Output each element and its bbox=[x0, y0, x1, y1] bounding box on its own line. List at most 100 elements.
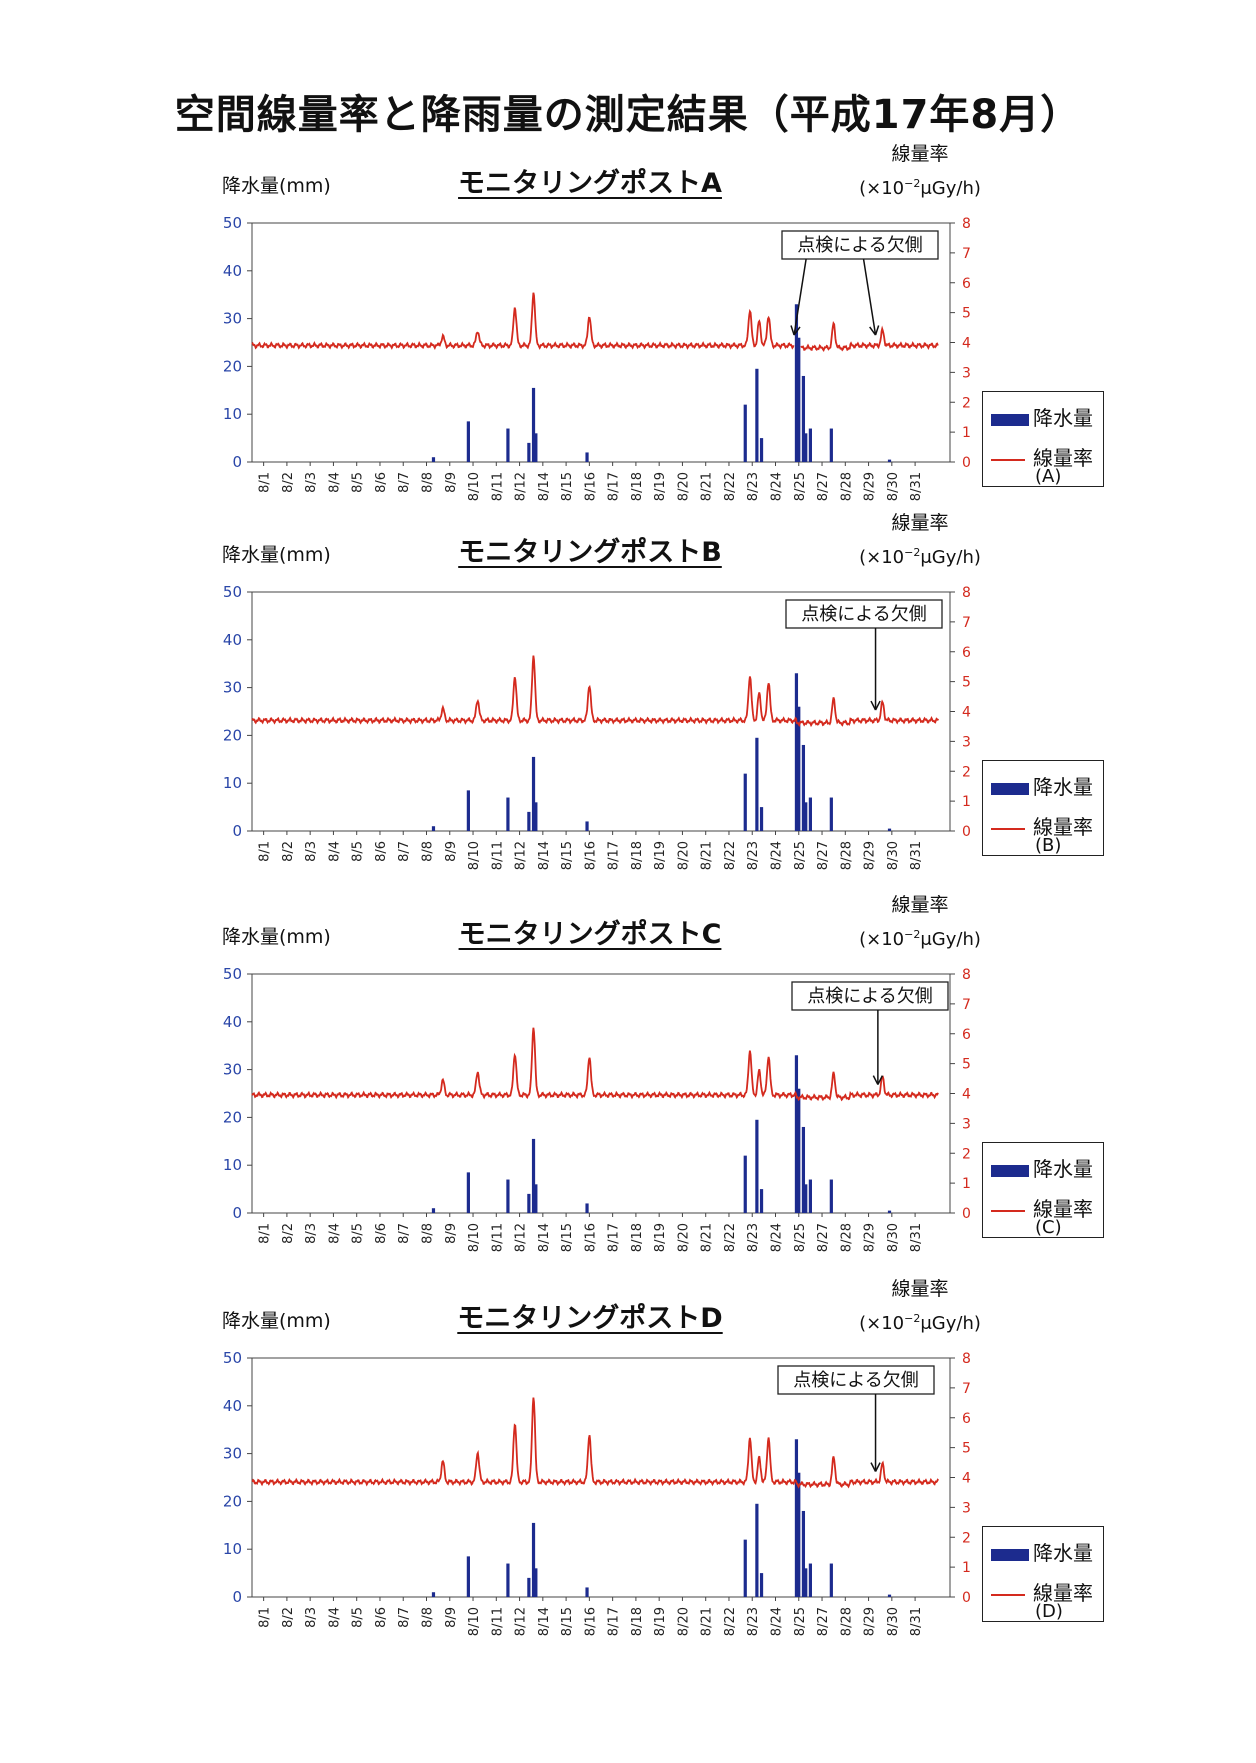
rain-bar bbox=[531, 756, 536, 831]
left-tick-label: 50 bbox=[223, 214, 242, 232]
right-tick-label: 0 bbox=[962, 1590, 971, 1606]
x-tick-label: 8/23 bbox=[746, 472, 761, 501]
right-tick-label: 3 bbox=[962, 1116, 971, 1132]
x-tick-label: 8/3 bbox=[304, 841, 319, 862]
left-tick-label: 30 bbox=[223, 1061, 242, 1079]
legend-rain-label: 降水量 bbox=[1033, 1541, 1093, 1565]
right-tick-label: 0 bbox=[962, 455, 971, 471]
annotation-arrowhead bbox=[790, 325, 801, 336]
legend: 降水量 線量率 (C) bbox=[982, 1142, 1104, 1238]
right-tick-label: 3 bbox=[962, 734, 971, 750]
dose-rate-line bbox=[251, 1397, 940, 1489]
right-tick-label: 6 bbox=[962, 645, 971, 661]
right-tick-label: 4 bbox=[962, 705, 971, 721]
x-tick-label: 8/11 bbox=[490, 472, 505, 501]
left-tick-label: 0 bbox=[232, 1588, 242, 1606]
x-tick-label: 8/23 bbox=[746, 1607, 761, 1636]
left-tick-label: 30 bbox=[223, 310, 242, 328]
legend-rain-label: 降水量 bbox=[1033, 1157, 1093, 1181]
x-tick-label: 8/19 bbox=[653, 472, 668, 501]
x-tick-label: 8/28 bbox=[839, 472, 854, 501]
x-tick-label: 8/11 bbox=[490, 841, 505, 870]
right-tick-label: 5 bbox=[962, 675, 971, 691]
right-axis-label-line1: 線量率 bbox=[891, 894, 949, 916]
chart-panel: モニタリングポストA 降水量(mm) 線量率 (×10−2μGy/h) 0 10 20 30 4… bbox=[0, 143, 1256, 535]
x-tick-label: 8/27 bbox=[816, 472, 831, 501]
x-tick-label: 8/15 bbox=[560, 841, 575, 870]
x-tick-label: 8/9 bbox=[444, 841, 459, 862]
rain-bar bbox=[743, 1539, 747, 1597]
x-tick-label: 8/4 bbox=[327, 841, 342, 862]
legend-dose: 線量率 bbox=[991, 1193, 1093, 1222]
rain-bar bbox=[794, 673, 799, 831]
left-tick-label: 10 bbox=[223, 405, 242, 423]
left-tick-label: 40 bbox=[223, 1013, 242, 1031]
right-axis-label-line1: 線量率 bbox=[891, 143, 949, 165]
x-tick-label: 8/1 bbox=[258, 472, 273, 493]
rain-bar bbox=[794, 304, 799, 462]
x-tick-label: 8/17 bbox=[607, 841, 622, 870]
right-axis-label-unit: (×10−2μGy/h) bbox=[859, 1312, 981, 1334]
rain-bar bbox=[585, 452, 589, 462]
x-tick-label: 8/7 bbox=[397, 1607, 412, 1628]
legend-dose: 線量率 bbox=[991, 442, 1093, 471]
x-tick-label: 8/29 bbox=[863, 472, 878, 501]
right-tick-label: 4 bbox=[962, 1087, 971, 1103]
rain-bar bbox=[759, 438, 764, 462]
x-tick-label: 8/6 bbox=[374, 1223, 389, 1244]
annotation-text: 点検による欠側 bbox=[807, 986, 932, 1007]
rain-bar bbox=[887, 1210, 892, 1213]
right-tick-label: 2 bbox=[962, 395, 971, 411]
x-tick-label: 8/5 bbox=[351, 1223, 366, 1244]
x-tick-label: 8/23 bbox=[746, 841, 761, 870]
rain-bar bbox=[431, 826, 436, 831]
rain-bar bbox=[431, 457, 436, 462]
dose-rate-line bbox=[251, 292, 795, 351]
legend-dose-label: 線量率 bbox=[1033, 1581, 1093, 1605]
x-tick-label: 8/19 bbox=[653, 1223, 668, 1252]
left-tick-label: 20 bbox=[223, 1108, 242, 1126]
rain-bar bbox=[466, 790, 470, 831]
rain-bar bbox=[466, 1172, 470, 1213]
x-tick-label: 8/17 bbox=[607, 472, 622, 501]
x-tick-label: 8/28 bbox=[839, 1223, 854, 1252]
rain-bar bbox=[431, 1592, 436, 1597]
x-tick-label: 8/7 bbox=[397, 472, 412, 493]
rain-bar bbox=[743, 1155, 747, 1213]
right-tick-label: 3 bbox=[962, 1500, 971, 1516]
rain-bar bbox=[829, 1563, 833, 1597]
annotation-arrowhead bbox=[870, 700, 881, 711]
x-tick-label: 8/28 bbox=[839, 1607, 854, 1636]
rain-bar bbox=[794, 1055, 799, 1213]
x-tick-label: 8/29 bbox=[863, 1607, 878, 1636]
x-tick-label: 8/21 bbox=[700, 1223, 715, 1252]
left-tick-label: 10 bbox=[223, 774, 242, 792]
rain-bar bbox=[887, 459, 892, 462]
x-tick-label: 8/3 bbox=[304, 472, 319, 493]
rain-bar bbox=[527, 1193, 531, 1213]
left-tick-label: 10 bbox=[223, 1540, 242, 1558]
x-tick-label: 8/25 bbox=[793, 472, 808, 501]
right-tick-label: 8 bbox=[962, 216, 971, 232]
annotation-box bbox=[791, 981, 949, 1011]
left-tick-label: 0 bbox=[232, 1204, 242, 1222]
annotation-arrow bbox=[862, 258, 877, 336]
x-tick-label: 8/15 bbox=[560, 1607, 575, 1636]
x-tick-label: 8/4 bbox=[327, 1607, 342, 1628]
x-tick-label: 8/18 bbox=[630, 1223, 645, 1252]
x-tick-label: 8/14 bbox=[537, 1607, 552, 1636]
right-tick-label: 4 bbox=[962, 336, 971, 352]
rain-bar bbox=[794, 1439, 799, 1597]
rain-bar bbox=[534, 1184, 538, 1213]
dose-rate-line bbox=[251, 1027, 939, 1102]
x-tick-label: 8/20 bbox=[676, 1223, 691, 1252]
rain-bar bbox=[531, 1522, 536, 1597]
x-tick-label: 8/20 bbox=[676, 1607, 691, 1636]
rain-bar bbox=[797, 337, 801, 462]
rain-bar bbox=[755, 737, 759, 831]
x-tick-label: 8/8 bbox=[421, 472, 436, 493]
x-tick-label: 8/18 bbox=[630, 841, 645, 870]
legend-dose-swatch bbox=[991, 1593, 1025, 1596]
rain-bar bbox=[759, 1573, 764, 1597]
legend-dose-label: 線量率 bbox=[1033, 815, 1093, 839]
